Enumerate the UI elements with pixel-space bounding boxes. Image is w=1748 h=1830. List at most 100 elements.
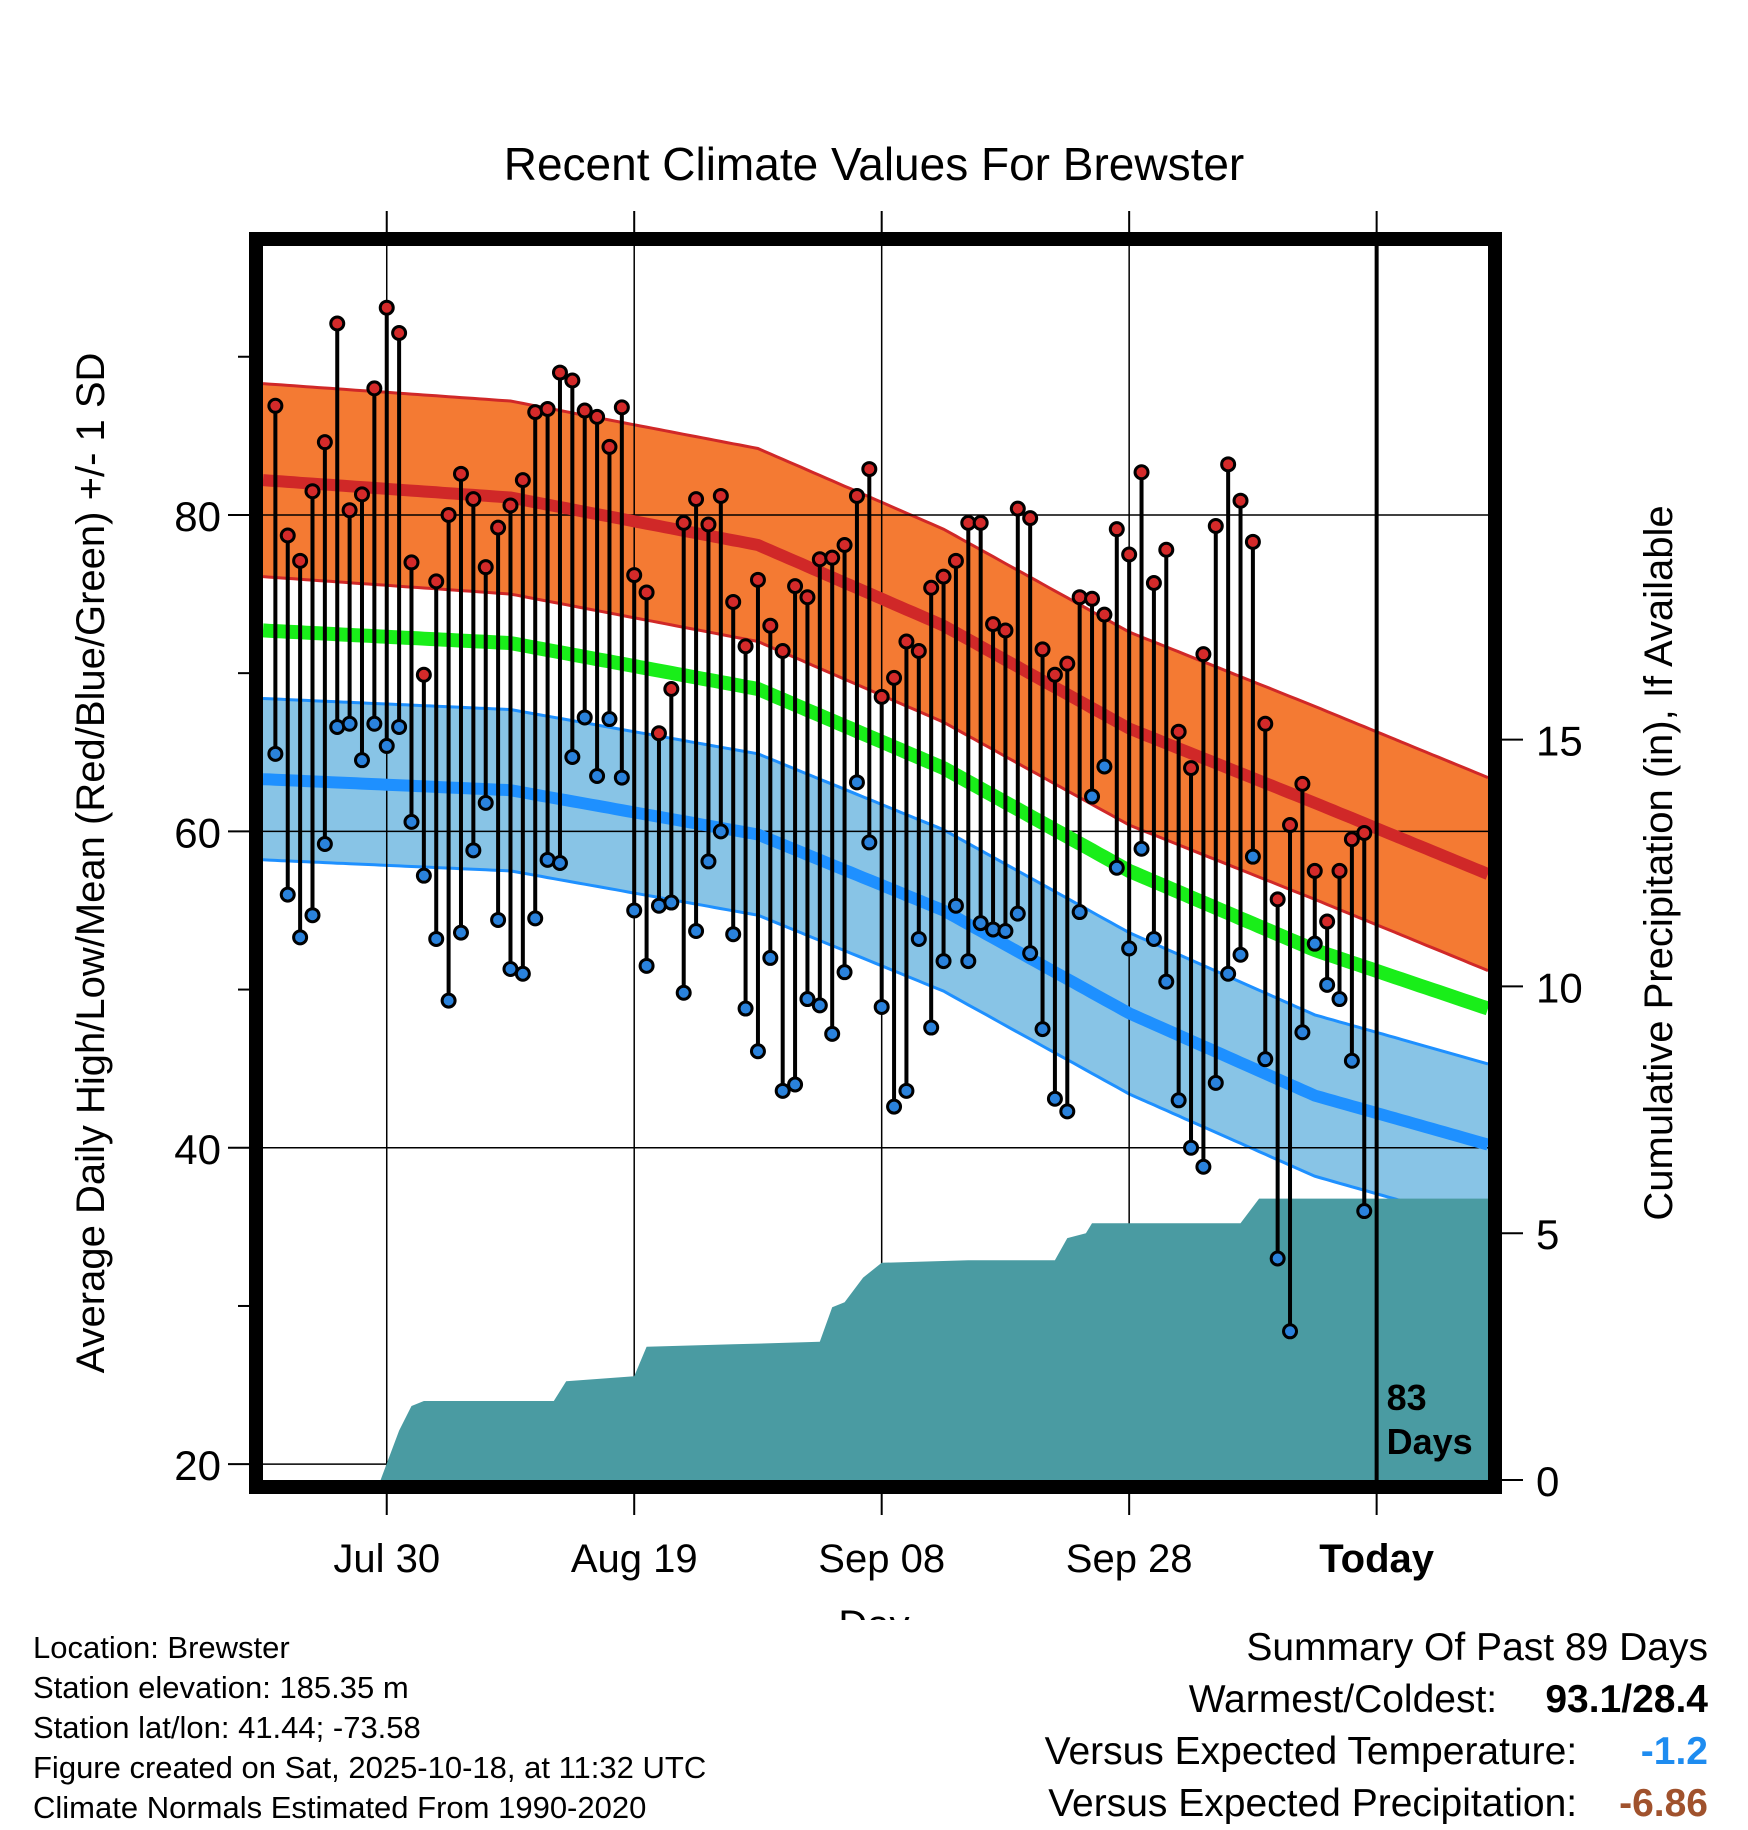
low-point	[378, 737, 395, 754]
low-point	[935, 953, 952, 970]
high-point	[898, 633, 915, 650]
high-point	[675, 514, 692, 531]
high-point	[985, 616, 1002, 633]
normal-low-upper-edge	[263, 697, 1488, 1066]
high-point	[700, 516, 717, 533]
high-point	[1220, 456, 1237, 473]
high-point	[1319, 913, 1336, 930]
low-point	[1331, 991, 1348, 1008]
high-point	[1096, 606, 1113, 623]
high-point	[391, 325, 408, 342]
low-point	[1343, 1052, 1360, 1069]
y-tick-label: 20	[174, 1442, 221, 1489]
low-point	[1232, 946, 1249, 963]
y2-tick-label: 10	[1536, 964, 1583, 1011]
high-point	[267, 397, 284, 414]
high-point	[1343, 831, 1360, 848]
high-point	[1145, 574, 1162, 591]
low-point	[391, 718, 408, 735]
low-point	[1244, 848, 1261, 865]
high-point	[329, 315, 346, 332]
high-point	[316, 434, 333, 451]
high-point	[440, 506, 457, 523]
high-point	[1232, 492, 1249, 509]
low-point	[564, 749, 581, 766]
high-point	[935, 568, 952, 585]
x-tick-label: Today	[1319, 1537, 1435, 1581]
high-point	[725, 593, 742, 610]
high-point	[1306, 862, 1323, 879]
high-point	[1170, 723, 1187, 740]
high-point	[514, 472, 531, 489]
low-point	[1108, 859, 1125, 876]
high-point	[638, 584, 655, 601]
summary-temp-row: Versus Expected Temperature: -1.2	[1045, 1726, 1708, 1778]
high-point	[712, 487, 729, 504]
high-point	[873, 688, 890, 705]
high-point	[279, 527, 296, 544]
low-point	[1319, 976, 1336, 993]
summary-precip-label: Versus Expected Precipitation:	[1048, 1782, 1578, 1825]
low-point	[910, 930, 927, 947]
high-point	[1257, 715, 1274, 732]
y2-tick-label: 5	[1536, 1211, 1559, 1258]
low-point	[353, 752, 370, 769]
high-point	[589, 408, 606, 425]
low-point	[873, 998, 890, 1015]
high-point	[910, 643, 927, 660]
high-point	[477, 559, 494, 576]
high-point	[663, 680, 680, 697]
summary-warmest-row: Warmest/Coldest: 93.1/28.4	[1045, 1674, 1708, 1726]
high-point	[787, 578, 804, 595]
high-point	[861, 461, 878, 478]
high-point	[1009, 500, 1026, 517]
high-point	[1059, 655, 1076, 672]
high-point	[1183, 760, 1200, 777]
chart-title: Recent Climate Values For Brewster	[504, 138, 1245, 190]
low-point	[923, 1019, 940, 1036]
low-point	[465, 842, 482, 859]
y-axis-label: Average Daily High/Low/Mean (Red/Blue/Gr…	[69, 353, 113, 1374]
low-point	[626, 902, 643, 919]
summary-title: Summary Of Past 89 Days	[1246, 1626, 1708, 1669]
high-point	[762, 617, 779, 634]
high-point	[465, 491, 482, 508]
summary-temp-label: Versus Expected Temperature:	[1044, 1730, 1578, 1773]
low-point	[960, 953, 977, 970]
low-point	[700, 853, 717, 870]
low-point	[514, 965, 531, 982]
high-point	[551, 364, 568, 381]
high-point	[1207, 518, 1224, 535]
low-point	[712, 823, 729, 840]
low-point	[1195, 1158, 1212, 1175]
summary-warmest-label: Warmest/Coldest:	[1188, 1678, 1498, 1721]
high-point	[1046, 666, 1063, 683]
meta-normals: Climate Normals Estimated From 1990-2020	[33, 1790, 647, 1825]
low-point	[589, 767, 606, 784]
normal-low-lower-edge	[263, 858, 1488, 1227]
high-point	[1269, 891, 1286, 908]
high-point	[1158, 541, 1175, 558]
high-point	[1244, 533, 1261, 550]
high-point	[1294, 775, 1311, 792]
high-point	[1331, 862, 1348, 879]
high-point	[403, 554, 420, 571]
low-point	[1084, 788, 1101, 805]
low-point	[366, 715, 383, 732]
high-point	[576, 402, 593, 419]
x-tick-label: Sep 08	[818, 1537, 945, 1581]
low-point	[601, 711, 618, 728]
low-point	[1133, 840, 1150, 857]
low-point	[1294, 1024, 1311, 1041]
high-point	[564, 372, 581, 389]
low-point	[1071, 904, 1088, 921]
low-point	[316, 836, 333, 853]
y-tick-label: 40	[174, 1126, 221, 1173]
low-point	[787, 1076, 804, 1093]
x-tick-label: Aug 19	[571, 1537, 698, 1581]
low-point	[440, 992, 457, 1009]
low-point	[1121, 940, 1138, 957]
normal-mean-line	[263, 623, 1488, 1016]
station-metadata: Location: Brewster Station elevation: 18…	[33, 1628, 706, 1828]
